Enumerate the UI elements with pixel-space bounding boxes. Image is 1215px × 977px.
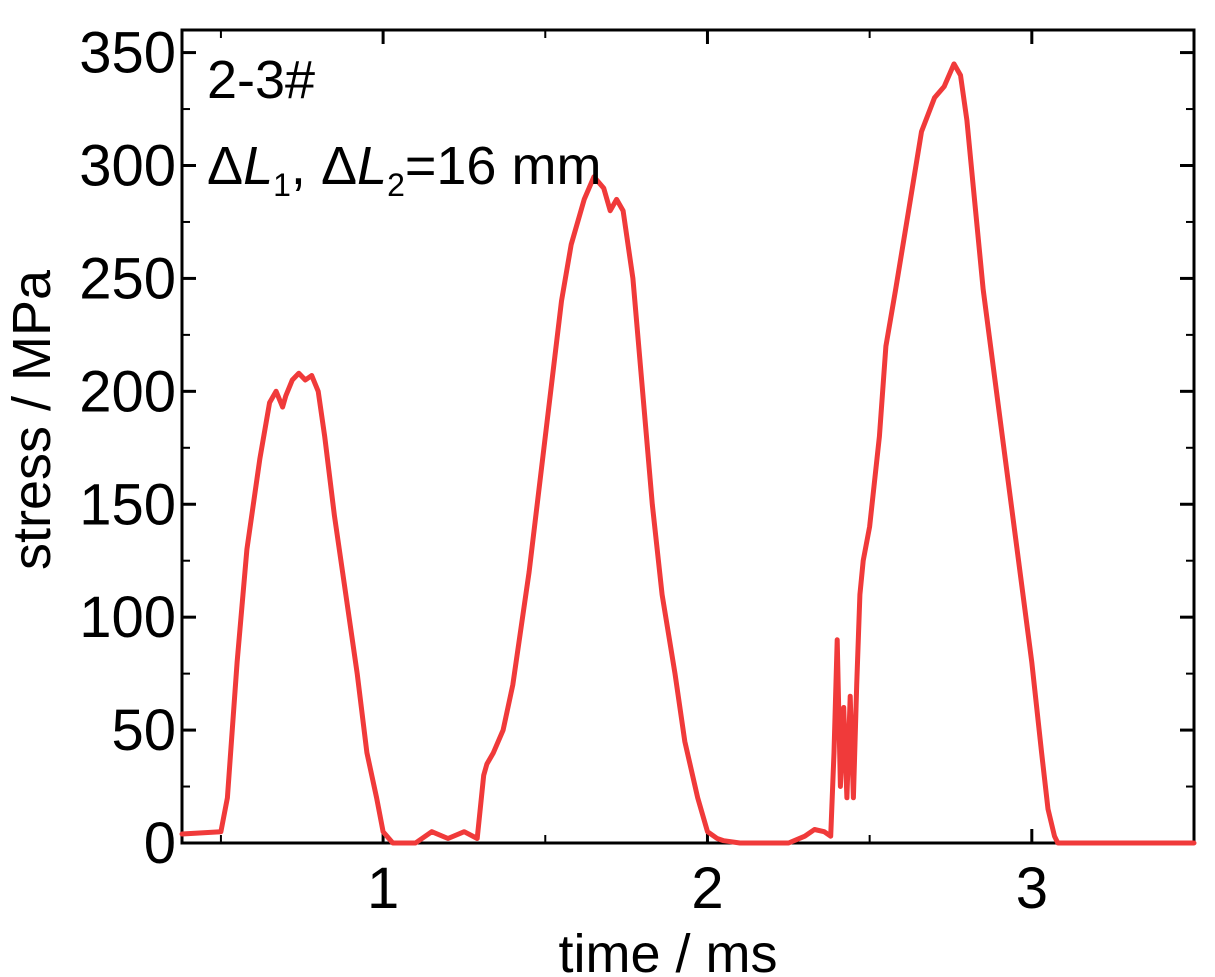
- y-tick-label: 150: [79, 472, 176, 537]
- series-group: [179, 61, 1197, 846]
- y-tick-label: 250: [79, 246, 176, 311]
- y-tick-label: 0: [144, 811, 176, 876]
- plot-frame: [180, 28, 1196, 845]
- x-tick-label: 1: [367, 856, 399, 921]
- y-tick-label: 50: [111, 698, 176, 763]
- subscript-2: 2: [387, 167, 405, 203]
- separator: ,: [291, 136, 321, 196]
- axis-ticks: [182, 30, 1194, 845]
- y-tick-label: 300: [79, 134, 176, 199]
- length-symbol-2: L: [357, 136, 387, 196]
- subscript-1: 1: [273, 167, 291, 203]
- y-tick-label: 200: [79, 359, 176, 424]
- delta-symbol-1: Δ: [207, 136, 243, 196]
- annotation-length-change: ΔL1, ΔL2=16 mm: [207, 136, 601, 203]
- stress-line: [179, 61, 1197, 846]
- length-value: =16 mm: [405, 136, 602, 196]
- y-tick-label: 350: [79, 21, 176, 86]
- annotation-sample-id: 2-3#: [207, 50, 315, 110]
- y-axis-title: stress / MPa: [2, 269, 62, 570]
- x-tick-label: 3: [1016, 856, 1048, 921]
- delta-symbol-2: Δ: [321, 136, 357, 196]
- length-symbol-1: L: [243, 136, 273, 196]
- x-tick-label: 2: [691, 856, 723, 921]
- x-axis-title: time / ms: [558, 924, 777, 977]
- tick-labels: 0 50 100 150 200 250 300 350 1 2 3: [79, 21, 1048, 921]
- y-tick-label: 100: [79, 585, 176, 650]
